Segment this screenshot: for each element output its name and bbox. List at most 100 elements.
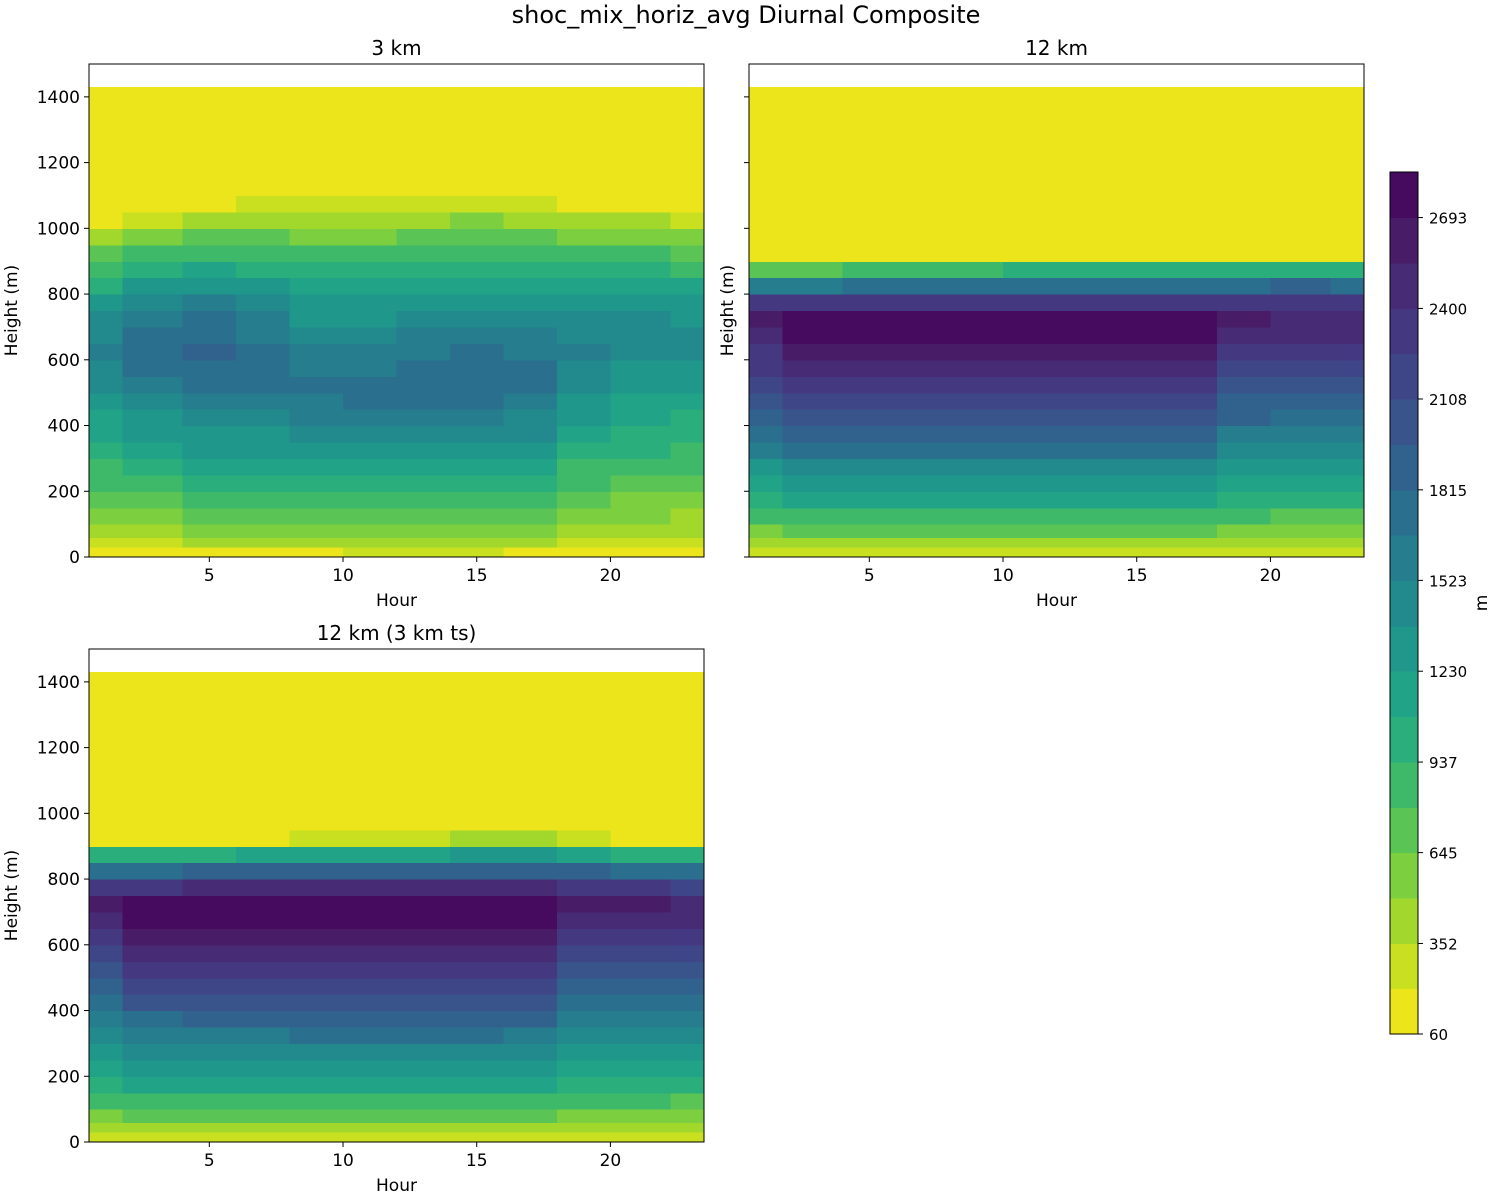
heatmap-cell <box>1216 425 1272 443</box>
heatmap-cell <box>1109 228 1165 246</box>
heatmap-cell <box>503 780 558 798</box>
heatmap-cell <box>1109 195 1165 213</box>
heatmap-cell <box>1109 547 1165 558</box>
heatmap-cell <box>896 507 951 525</box>
heatmap-cell <box>1003 474 1058 492</box>
heatmap-cell <box>749 359 784 377</box>
heatmap-cell <box>449 1026 505 1044</box>
heatmap-cell <box>842 425 897 443</box>
heatmap-cell <box>236 310 291 328</box>
heatmap-cells <box>749 87 1365 558</box>
heatmap-cell <box>289 491 344 509</box>
x-tick-label: 10 <box>992 566 1014 586</box>
heatmap-cell <box>1270 409 1332 427</box>
heatmap-cell <box>236 911 291 929</box>
heatmap-cell <box>949 87 1004 131</box>
heatmap-cell <box>670 392 705 410</box>
heatmap-cell <box>396 441 451 459</box>
heatmap-cell <box>89 441 124 459</box>
heatmap-cell <box>89 1122 124 1133</box>
heatmap-cell <box>343 310 398 328</box>
heatmap-cell <box>396 537 451 548</box>
heatmap-cell <box>289 87 344 131</box>
heatmap-cell <box>842 195 897 213</box>
heatmap-cell <box>556 376 612 394</box>
heatmap-cell <box>396 491 451 509</box>
heatmap-cell <box>289 1132 344 1143</box>
heatmap-cell <box>670 211 705 229</box>
heatmap-cell <box>236 846 291 864</box>
heatmap-cell <box>556 409 612 427</box>
heatmap-cell <box>449 1059 505 1077</box>
heatmap-cell <box>182 714 237 749</box>
heatmap-cell <box>1330 524 1365 538</box>
heatmap-cell <box>1163 277 1218 295</box>
heatmap-cell <box>89 1026 124 1044</box>
heatmap-cell <box>182 928 237 946</box>
heatmap-cell <box>1056 343 1111 361</box>
heatmap-cell <box>670 179 705 197</box>
heatmap-cell <box>1163 425 1218 443</box>
heatmap-cell <box>610 228 672 246</box>
heatmap-cell <box>236 195 291 213</box>
heatmap-cell <box>949 491 1004 509</box>
heatmap-cell <box>1003 162 1058 180</box>
heatmap-cell <box>396 928 451 946</box>
heatmap-cell <box>1163 441 1218 459</box>
heatmap-cell <box>610 129 672 164</box>
heatmap-cell <box>670 474 705 492</box>
heatmap-cell <box>122 1026 184 1044</box>
heatmap-cell <box>396 1092 451 1110</box>
heatmap-cell <box>396 672 451 716</box>
y-tick-label: 600 <box>48 936 80 956</box>
heatmap-cell <box>343 928 398 946</box>
heatmap-cell <box>182 343 237 361</box>
heatmap-cell <box>610 846 672 864</box>
heatmap-cell <box>449 994 505 1012</box>
heatmap-cell <box>670 714 705 749</box>
heatmap-cell <box>842 441 897 459</box>
heatmap-cell <box>670 846 705 864</box>
heatmap-cell <box>289 1026 344 1044</box>
heatmap-cell <box>89 672 124 716</box>
heatmap-cell <box>782 294 844 312</box>
heatmap-cell <box>670 994 705 1012</box>
heatmap-cell <box>842 359 897 377</box>
heatmap-cell <box>670 1076 705 1094</box>
heatmap-cell <box>842 458 897 476</box>
colorbar-tick-label: 1815 <box>1429 482 1467 500</box>
x-axis-label: Hour <box>376 1176 417 1196</box>
heatmap-cell <box>182 261 237 279</box>
heatmap-cell <box>236 228 291 246</box>
heatmap-cell <box>343 977 398 995</box>
heatmap-cell <box>610 747 672 765</box>
heatmap-cell <box>1270 507 1332 525</box>
heatmap-cell <box>1216 507 1272 525</box>
heatmap-cell <box>343 129 398 164</box>
heatmap-cell <box>289 537 344 548</box>
colorbar-tick-label: 2108 <box>1429 391 1467 409</box>
heatmap-cell <box>1216 458 1272 476</box>
heatmap-cell <box>449 944 505 962</box>
heatmap-cell <box>396 129 451 164</box>
heatmap-cell <box>749 310 784 328</box>
heatmap-cell <box>343 87 398 131</box>
heatmap-cell <box>289 1109 344 1123</box>
heatmap-cell <box>503 879 558 897</box>
heatmap-cell <box>89 895 124 913</box>
heatmap-cell <box>1163 326 1218 344</box>
heatmap-cell <box>503 944 558 962</box>
heatmap-cell <box>289 211 344 229</box>
heatmap-cell <box>396 162 451 180</box>
heatmap-cell <box>449 911 505 929</box>
heatmap-cell <box>1109 409 1165 427</box>
heatmap-cell <box>343 1109 398 1123</box>
heatmap-cell <box>289 294 344 312</box>
heatmap-cell <box>782 359 844 377</box>
heatmap-cell <box>503 1092 558 1110</box>
heatmap-cell <box>610 862 672 880</box>
heatmap-cell <box>949 195 1004 213</box>
heatmap-cell <box>670 228 705 246</box>
heatmap-cell <box>556 491 612 509</box>
heatmap-cell <box>122 911 184 929</box>
